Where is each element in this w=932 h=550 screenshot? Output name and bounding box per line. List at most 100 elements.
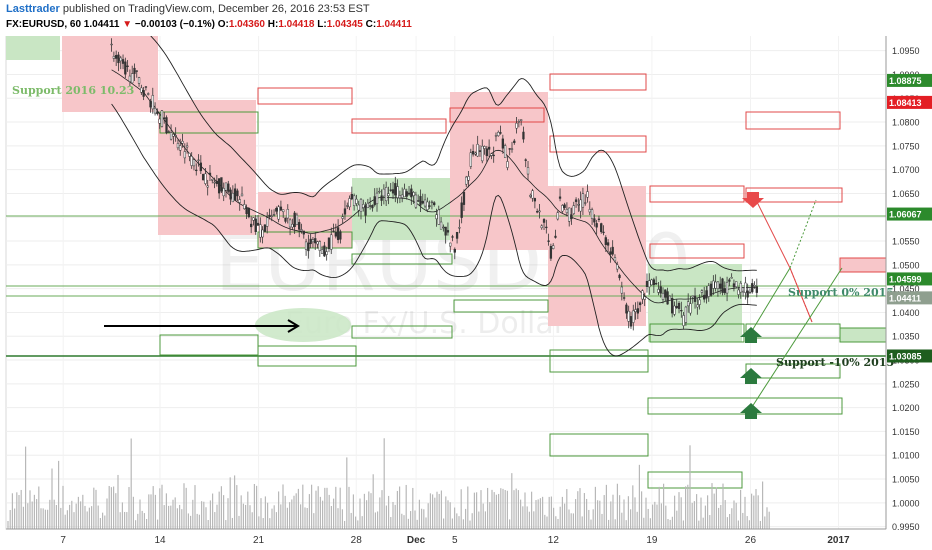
bear-zone (158, 100, 256, 235)
candle-body (682, 315, 685, 326)
candle-body (371, 205, 374, 209)
y-tick-label: 1.0450 (892, 284, 920, 294)
candle-body (165, 117, 168, 134)
candle-body (362, 203, 365, 208)
candle-body (407, 192, 411, 195)
candle-body (673, 305, 676, 315)
down-arrow-icon (742, 192, 764, 208)
candle-body (588, 209, 591, 213)
candle-body (714, 281, 717, 289)
candle-body (126, 65, 129, 67)
x-tick-label: 19 (646, 535, 658, 546)
x-tick-label: 28 (351, 535, 363, 546)
candle-body (684, 306, 688, 323)
projection-line-green-dotted (789, 199, 817, 269)
price-label-box (887, 95, 932, 109)
candle-body (121, 59, 125, 64)
candle-body (611, 246, 614, 255)
candle-body (510, 148, 514, 150)
candle-body (137, 77, 141, 84)
candle-body (224, 182, 228, 191)
green-target-box (453, 299, 549, 313)
bear-zone (62, 34, 158, 112)
band-lower (111, 103, 757, 357)
candle-body (666, 291, 669, 305)
candle-body (140, 87, 143, 93)
candle-body (293, 212, 296, 227)
x-axis[interactable]: 7 14 21 28 Dec 5 12 19 26 2017 (60, 535, 850, 546)
publish-line: Lasttrader published on TradingView.com,… (6, 3, 370, 15)
candle-body (455, 231, 459, 239)
candle-body (730, 277, 733, 279)
candle-body (568, 207, 571, 222)
candle-body (238, 199, 241, 203)
price-label-box (887, 272, 932, 286)
candle-body (410, 188, 413, 198)
support-2016-label: Support 2016 10.23 (12, 84, 134, 97)
price-label-box (887, 349, 932, 363)
candle-body (314, 238, 317, 244)
candle-body (302, 230, 305, 235)
candle-body (721, 278, 724, 293)
candle-body (304, 241, 308, 250)
candle-body (213, 181, 216, 184)
candle-body (421, 200, 424, 204)
candle-body (453, 248, 456, 253)
candle-body (156, 111, 159, 115)
candle-body (286, 209, 289, 219)
candle-body (687, 301, 690, 307)
candle-body (728, 279, 731, 282)
candle-body (680, 309, 683, 312)
candle-body (437, 209, 440, 225)
candle-body (508, 148, 511, 150)
x-tick-label: 26 (745, 535, 757, 546)
candle-body (705, 290, 708, 299)
candle-body (222, 188, 225, 197)
projection-lines (749, 199, 843, 411)
candle-body (574, 199, 578, 202)
candle-body (364, 205, 367, 216)
candle-body (462, 191, 466, 205)
candle-body (149, 100, 152, 108)
red-target-box (257, 87, 353, 105)
candle-body (487, 146, 491, 150)
candle-body (217, 178, 221, 194)
candle-body (540, 225, 543, 229)
arrow-head (287, 319, 300, 333)
candle-body (741, 290, 745, 293)
candle-body (499, 132, 502, 134)
candle-body (357, 204, 360, 211)
low-label: L: (317, 19, 327, 30)
candle-body (247, 207, 251, 218)
candle-body (270, 215, 273, 218)
candle-body (584, 202, 587, 204)
bear-zone (450, 92, 548, 250)
candle-body (616, 264, 619, 270)
symbol-label[interactable]: FX:EURUSD, 60 (6, 19, 82, 30)
candle-body (275, 207, 278, 212)
candle-body (380, 195, 383, 201)
candle-body (703, 294, 706, 300)
candle-body (641, 290, 644, 300)
candle-body (419, 196, 422, 206)
green-target-box (647, 471, 743, 489)
candle-body (467, 176, 470, 181)
y-tick-label: 0.9950 (892, 522, 920, 532)
candle-body (638, 302, 642, 306)
x-tick-label: 7 (60, 535, 66, 546)
candle-body (536, 211, 539, 213)
x-tick-label: 2017 (827, 535, 850, 546)
candle-body (606, 242, 610, 246)
candle-body (442, 226, 445, 229)
y-axis[interactable]: 1.09501.09001.08501.08001.07501.07001.06… (892, 46, 920, 532)
price-label-text: 1.08413 (889, 98, 922, 108)
candle-body (513, 140, 516, 143)
highlight-ellipse (255, 308, 351, 342)
candle-body (579, 199, 582, 212)
author-link[interactable]: Lasttrader (6, 3, 60, 15)
candle-body (334, 231, 337, 237)
x-tick-label: Dec (407, 535, 426, 546)
candle-body (577, 204, 580, 206)
candle-body (629, 316, 633, 327)
